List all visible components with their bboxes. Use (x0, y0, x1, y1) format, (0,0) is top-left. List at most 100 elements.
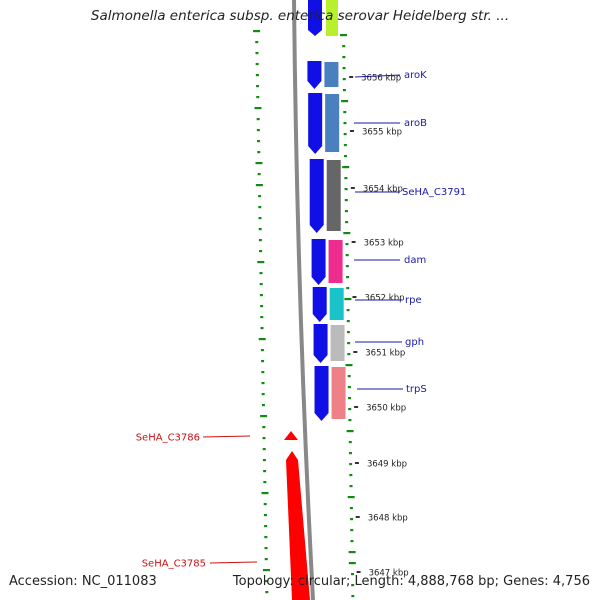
gc-tick (263, 470, 267, 473)
gc-tick (350, 529, 354, 532)
gc-tick (345, 364, 353, 367)
gc-tick (348, 441, 352, 444)
top-forward-gene-stub (308, 0, 322, 36)
gc-tick (348, 452, 352, 455)
gc-tick (349, 485, 353, 488)
gc-tick (257, 261, 265, 264)
ruler-tick (354, 406, 359, 408)
gc-tick (259, 294, 263, 297)
gc-tick (261, 371, 265, 374)
gc-tick (260, 305, 264, 308)
accession-label: Accession: NC_011083 (9, 574, 157, 589)
ruler-tick (353, 351, 358, 353)
top-cog-block-stub (326, 0, 338, 36)
gc-tick (253, 30, 261, 33)
gc-tick (257, 173, 261, 176)
gc-tick (346, 287, 350, 290)
gc-tick (261, 382, 265, 385)
ruler-label: 3652 kbp (364, 294, 404, 304)
gene-leader-line (354, 74, 401, 78)
gc-tick (345, 243, 349, 246)
gc-tick (260, 415, 268, 418)
ruler-label: 3655 kbp (362, 128, 402, 138)
gc-tick (255, 184, 263, 187)
gc-tick (262, 459, 266, 462)
forward-gene-label: aroB (404, 118, 427, 129)
gc-tick (343, 111, 347, 114)
gc-tick (343, 122, 347, 125)
gc-tick (262, 437, 266, 440)
gc-tick (350, 573, 354, 576)
gc-tick (261, 393, 265, 396)
forward-gene-arrow (312, 287, 327, 322)
gc-tick (255, 74, 259, 77)
forward-gene-arrow (307, 61, 322, 89)
gc-tick (350, 540, 354, 543)
gc-tick (260, 349, 264, 352)
forward-gene-label: trpS (406, 384, 427, 395)
gc-tick (343, 232, 351, 235)
gc-tick (349, 474, 353, 477)
gc-tick (263, 514, 267, 517)
cog-color-block (326, 160, 341, 231)
ruler-tick (355, 516, 360, 518)
reverse-gene-arrow (284, 431, 298, 440)
gc-tick (342, 166, 350, 169)
cog-color-block (325, 94, 340, 152)
gc-tick (256, 129, 260, 132)
gc-tick (340, 34, 347, 37)
ruler-tick (352, 296, 357, 298)
gc-tick (257, 140, 261, 143)
gc-tick (348, 408, 352, 411)
gc-tick (258, 195, 262, 198)
gc-tick (256, 118, 260, 121)
forward-gene-label: rpe (405, 295, 422, 306)
gc-tick (264, 536, 268, 539)
gc-tick (351, 595, 355, 598)
gc-tick (349, 507, 353, 510)
gc-tick (344, 177, 348, 180)
gc-tick (258, 217, 262, 220)
gc-tick (258, 228, 262, 231)
gc-tick (265, 580, 269, 583)
gc-tick (264, 525, 268, 528)
gc-tick (263, 503, 267, 506)
gc-tick (344, 155, 348, 158)
gc-tick (257, 151, 261, 154)
gc-tick (342, 67, 346, 70)
gc-tick (261, 404, 265, 407)
gc-tick (346, 430, 354, 433)
forward-gene-arrow (308, 93, 323, 154)
gc-tick (348, 397, 352, 400)
gene-leader-line (209, 561, 258, 564)
ruler-tick (356, 571, 361, 573)
ruler-label: 3650 kbp (366, 404, 406, 414)
gc-tick (261, 360, 265, 363)
gc-tick (347, 386, 351, 389)
gc-skew-track-left (253, 30, 270, 594)
cog-color-block (324, 62, 339, 87)
gc-tick (260, 327, 264, 330)
reverse-gene-label: SeHA_C3785 (142, 559, 206, 570)
gc-tick (348, 419, 352, 422)
gc-tick (346, 331, 350, 334)
gc-tick (345, 221, 349, 224)
ruler-tick (349, 130, 354, 132)
cog-color-block (328, 240, 343, 283)
gc-tick (263, 481, 267, 484)
cog-color-block (329, 288, 344, 320)
gc-tick (344, 188, 348, 191)
forward-gene-arrow (309, 159, 324, 233)
gc-tick (259, 272, 263, 275)
gc-tick (261, 492, 269, 495)
forward-gene-label: dam (404, 255, 426, 266)
gc-tick (255, 63, 259, 66)
ruler-tick (349, 76, 354, 78)
gc-tick (347, 353, 351, 356)
cog-color-block (330, 325, 345, 361)
gc-tick (258, 206, 262, 209)
forward-gene-label: gph (405, 337, 424, 348)
gc-tick (346, 309, 350, 312)
gc-skew-track-right (340, 34, 356, 598)
ruler-label: 3651 kbp (365, 349, 405, 359)
